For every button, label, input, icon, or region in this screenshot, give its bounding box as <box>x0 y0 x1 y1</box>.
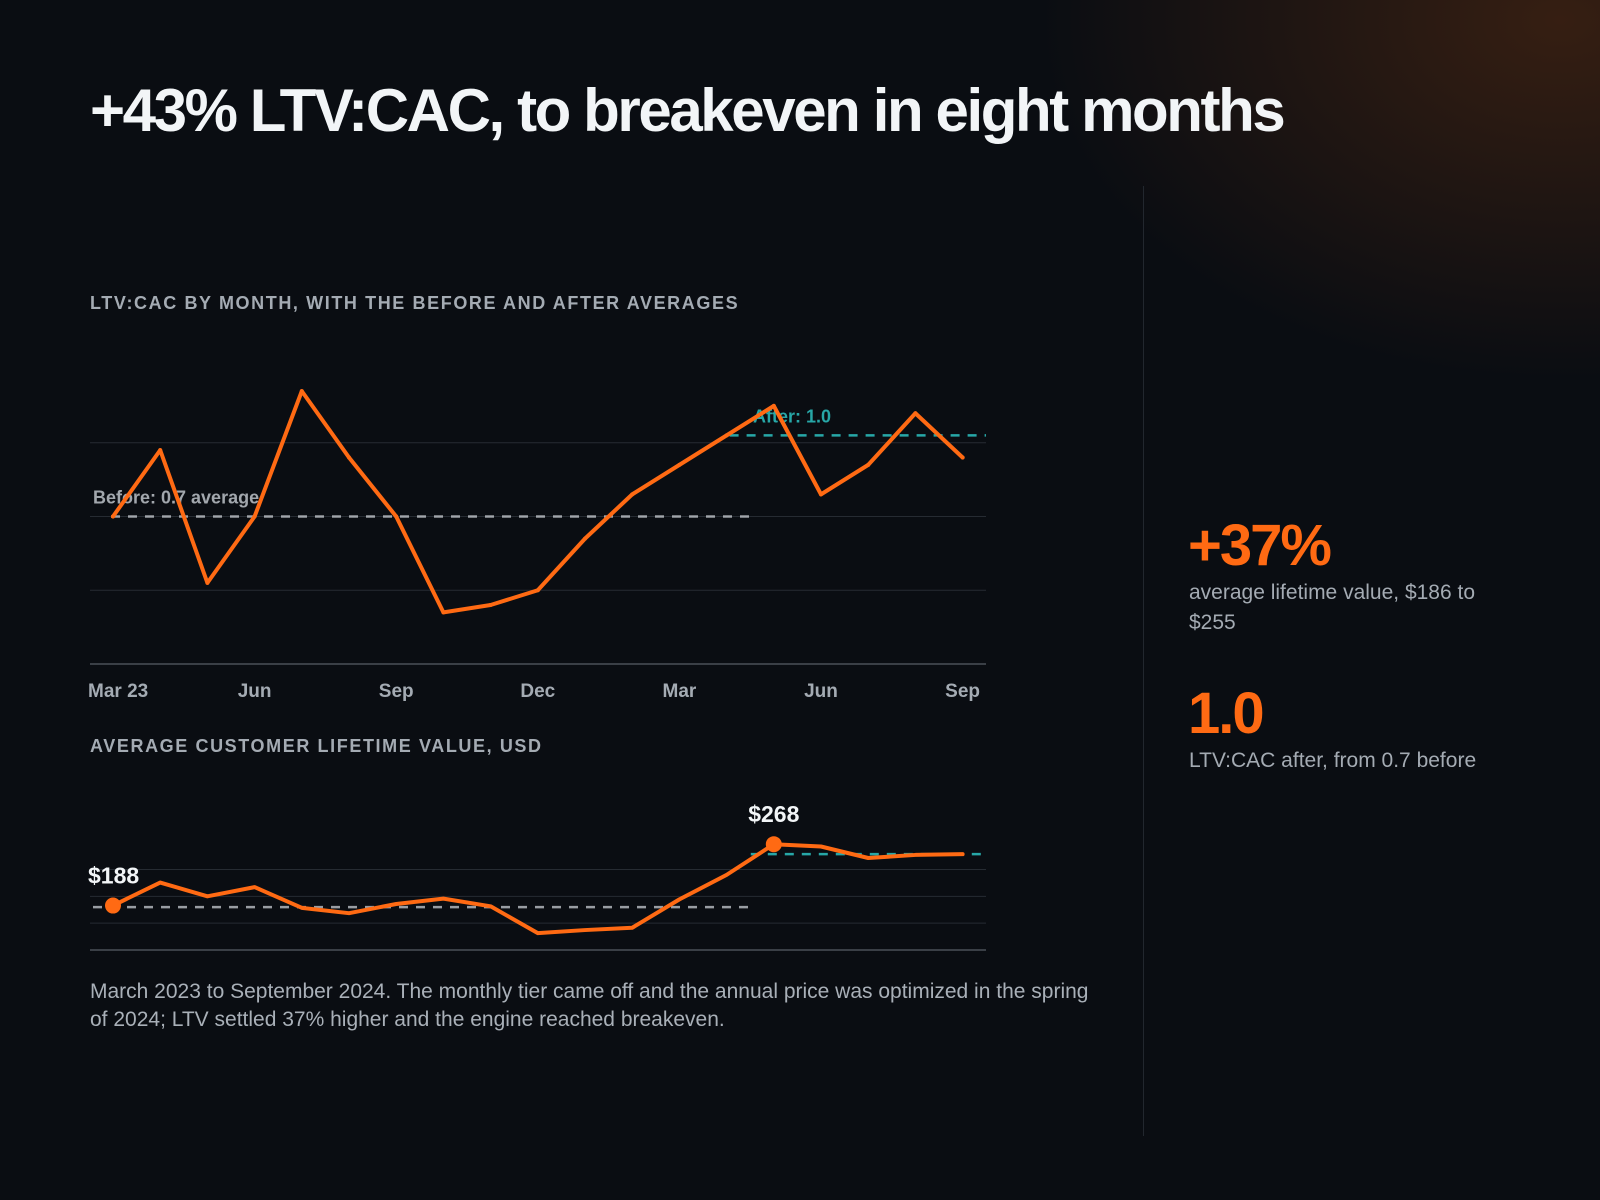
ltv-cac-point <box>913 411 918 416</box>
ltv-cac-point <box>724 433 729 438</box>
ltv-series-line <box>111 842 965 936</box>
ltv-cac-chart-title: LTV:CAC BY MONTH, WITH THE BEFORE AND AF… <box>90 293 740 313</box>
stat-ltv-change-description: average lifetime value, $186 to $255 <box>1189 581 1476 634</box>
ltv-cac-point <box>771 403 776 408</box>
ltv-chart-title: AVERAGE CUSTOMER LIFETIME VALUE, USD <box>90 736 543 756</box>
vertical-divider <box>1143 186 1144 1136</box>
ltv-cac-point <box>299 389 304 394</box>
stat-ltv-cac-description: LTV:CAC after, from 0.7 before <box>1189 749 1477 772</box>
ltv-cac-point <box>488 603 493 607</box>
ltv-point-label: $268 <box>748 801 799 827</box>
ltv-highlight-point <box>105 897 121 914</box>
ltv-point-label: $188 <box>88 863 139 889</box>
ltv-cac-point <box>205 580 210 585</box>
ltv-cac-point <box>819 492 823 497</box>
x-tick-label: Mar <box>663 681 697 702</box>
ltv-cac-point <box>677 462 682 467</box>
ltv-cac-point <box>535 588 540 593</box>
chart-caption: March 2023 to September 2024. The monthl… <box>90 980 1089 1031</box>
ltv-cac-point <box>111 514 115 519</box>
ltv-cac-point <box>158 448 163 453</box>
after-average-label: After: 1.0 <box>753 406 831 426</box>
stat-ltv-cac-value: 1.0 <box>1188 681 1265 746</box>
x-tick-label: Sep <box>379 681 414 702</box>
x-tick-label: Jun <box>238 681 272 702</box>
ltv-highlight-point <box>765 836 782 853</box>
ltv-cac-point <box>866 462 871 467</box>
x-tick-label: Dec <box>520 681 555 702</box>
ltv-cac-point <box>347 455 351 460</box>
ltv-cac-point <box>252 514 257 519</box>
stat-ltv-change-value: +37% <box>1188 513 1332 578</box>
ltv-cac-point <box>960 455 965 460</box>
page-title: +43% LTV:CAC, to breakeven in eight mont… <box>90 77 1286 144</box>
ltv-cac-point <box>583 536 587 541</box>
ltv-cac-point <box>441 610 446 615</box>
ltv-cac-point <box>394 514 399 519</box>
x-tick-label: Jun <box>804 681 838 702</box>
ltv-cac-point <box>630 492 635 497</box>
x-tick-label: Mar 23 <box>88 681 148 702</box>
x-tick-label: Sep <box>945 681 980 702</box>
